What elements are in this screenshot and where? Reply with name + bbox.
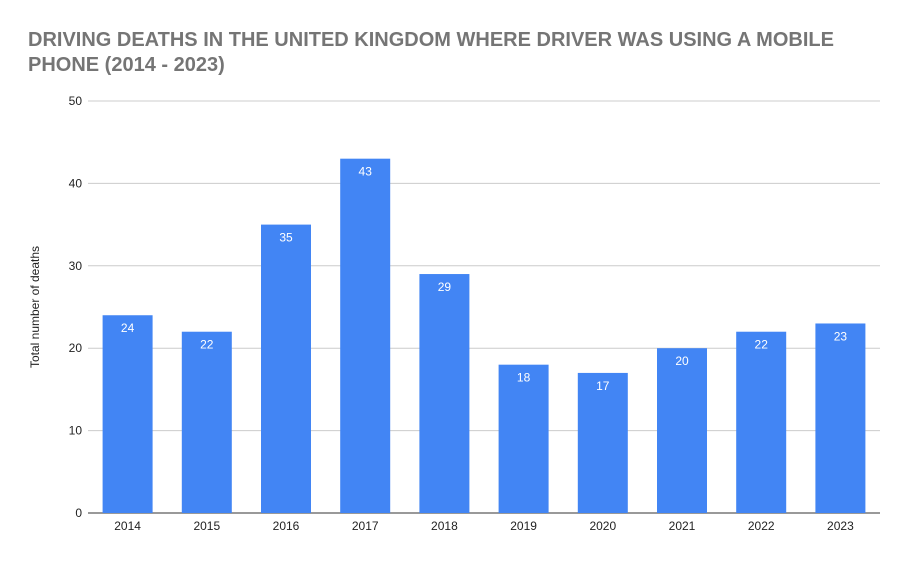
data-label: 23 bbox=[834, 329, 848, 343]
bar bbox=[102, 315, 153, 513]
y-tick-label: 50 bbox=[69, 94, 83, 108]
data-label: 43 bbox=[359, 165, 373, 179]
data-label: 29 bbox=[438, 280, 452, 294]
bar bbox=[815, 323, 866, 513]
x-tick-label: 2017 bbox=[352, 519, 379, 533]
x-tick-label: 2016 bbox=[273, 519, 300, 533]
y-tick-label: 40 bbox=[69, 176, 83, 190]
bar bbox=[261, 224, 311, 513]
x-tick-label: 2019 bbox=[510, 519, 537, 533]
data-label: 20 bbox=[675, 354, 689, 368]
x-tick-label: 2023 bbox=[827, 519, 854, 533]
bar bbox=[577, 372, 628, 513]
x-tick-label: 2015 bbox=[193, 519, 220, 533]
bar bbox=[657, 348, 707, 513]
bar bbox=[340, 158, 391, 513]
bar bbox=[498, 364, 549, 513]
x-tick-label: 2020 bbox=[589, 519, 616, 533]
data-label: 22 bbox=[755, 338, 769, 352]
y-tick-label: 30 bbox=[69, 259, 83, 273]
y-tick-label: 10 bbox=[69, 424, 83, 438]
data-label: 24 bbox=[121, 321, 135, 335]
chart-title: DRIVING DEATHS IN THE UNITED KINGDOM WHE… bbox=[28, 29, 834, 76]
y-axis-ticks: 0 10 20 30 40 50 bbox=[69, 94, 83, 520]
data-label: 17 bbox=[596, 379, 610, 393]
x-tick-label: 2014 bbox=[114, 519, 141, 533]
data-label: 22 bbox=[200, 338, 214, 352]
bar bbox=[181, 331, 232, 513]
x-tick-label: 2021 bbox=[669, 519, 696, 533]
data-label: 18 bbox=[517, 371, 531, 385]
x-tick-label: 2022 bbox=[748, 519, 775, 533]
x-tick-label: 2018 bbox=[431, 519, 458, 533]
bar bbox=[736, 331, 787, 513]
bars: 24 22 35 43 29 18 17 20 22 23 bbox=[102, 158, 866, 513]
y-tick-label: 20 bbox=[69, 341, 83, 355]
bar bbox=[419, 274, 470, 513]
x-axis-ticks: 2014 2015 2016 2017 2018 2019 2020 2021 2022 2023 bbox=[114, 519, 854, 533]
data-label: 35 bbox=[279, 231, 293, 245]
y-axis-label: Total number of deaths bbox=[28, 246, 42, 368]
y-tick-label: 0 bbox=[75, 506, 82, 520]
